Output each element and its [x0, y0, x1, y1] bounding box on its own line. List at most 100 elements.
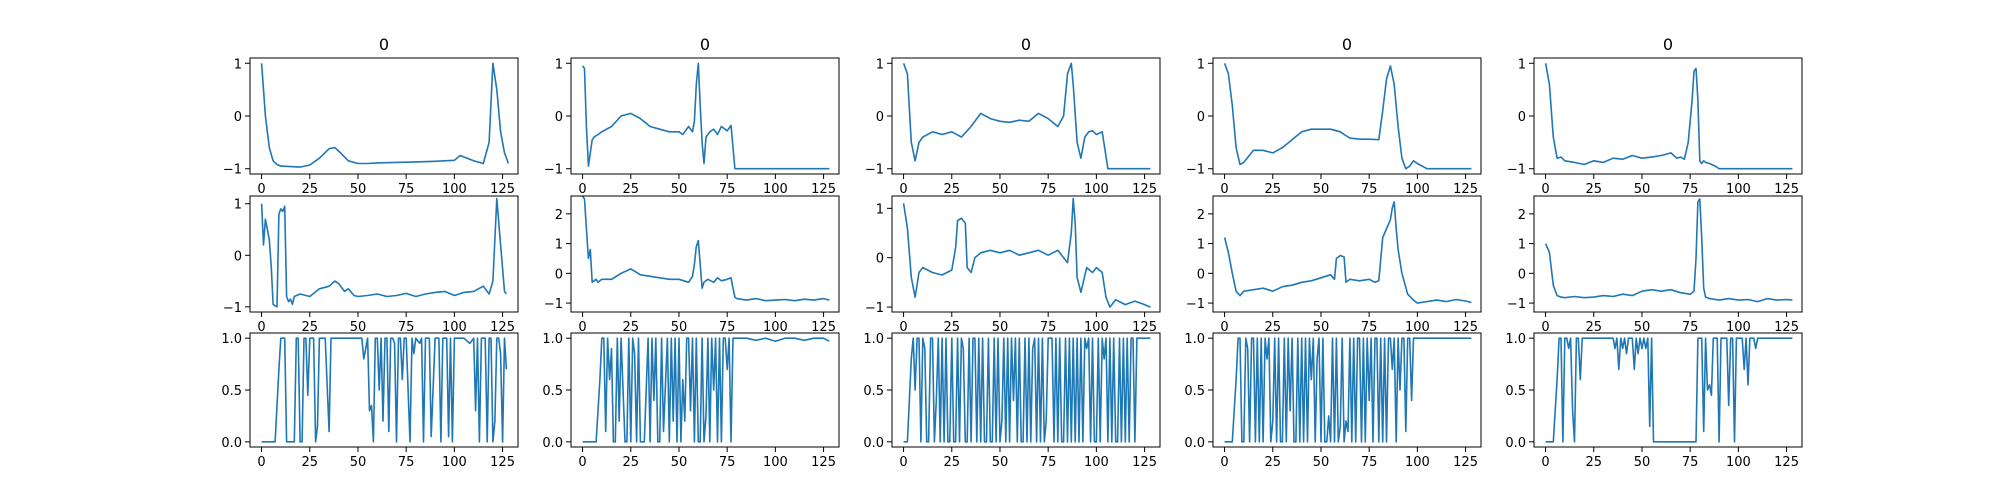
y-tick-label: 1.0	[1505, 332, 1526, 347]
x-tick-label: 125	[811, 455, 836, 470]
y-tick-label: −1	[544, 297, 563, 312]
x-tick-label: 25	[943, 182, 960, 197]
x-tick-label: 75	[1040, 320, 1057, 335]
x-tick-label: 0	[899, 455, 907, 470]
y-tick-label: 1.0	[863, 332, 884, 347]
series-line	[581, 62, 830, 170]
series-line	[260, 197, 508, 308]
y-tick-label: 0	[1518, 110, 1526, 125]
y-tick-label: 0	[234, 110, 242, 125]
y-tick-label: 2	[555, 208, 563, 223]
x-tick-label: 75	[1361, 320, 1378, 335]
series-line	[261, 337, 508, 443]
y-tick-label: 0	[876, 110, 884, 125]
axes-frame	[1212, 57, 1482, 175]
y-tick-label: −1	[1186, 297, 1205, 312]
x-tick-label: 50	[992, 455, 1009, 470]
y-tick-label: 1	[1197, 238, 1205, 253]
axes-frame	[891, 57, 1161, 175]
x-tick-label: 50	[1313, 182, 1330, 197]
axes-frame	[249, 332, 519, 448]
x-tick-label: 125	[1453, 455, 1478, 470]
x-tick-label: 125	[1774, 455, 1799, 470]
subplot-r2-c2: 0 25 50 75 100 125 −1 0 1 2	[544, 195, 840, 335]
y-tick-label: 0.0	[542, 436, 563, 451]
y-tick-label: 1	[876, 57, 884, 72]
series-line	[1223, 201, 1472, 304]
y-tick-label: 0.5	[863, 384, 884, 399]
y-tick-label: 0	[555, 110, 563, 125]
y-tick-label: −1	[223, 163, 242, 178]
y-tick-label: −1	[223, 301, 242, 316]
y-tick-label: 1	[1197, 57, 1205, 72]
x-tick-label: 0	[1541, 182, 1549, 197]
x-tick-label: 25	[622, 455, 639, 470]
x-tick-label: 25	[1264, 320, 1281, 335]
x-tick-label: 25	[301, 182, 318, 197]
x-tick-label: 125	[811, 320, 836, 335]
y-tick-label: 0	[555, 267, 563, 282]
x-tick-label: 50	[671, 320, 688, 335]
x-tick-label: 0	[257, 182, 265, 197]
x-tick-label: 0	[578, 320, 586, 335]
y-tick-label: 0	[1518, 267, 1526, 282]
x-tick-label: 100	[1726, 320, 1751, 335]
axes-frame	[1212, 332, 1482, 448]
y-tick-label: 1	[876, 202, 884, 217]
y-tick-label: 0.0	[1184, 436, 1205, 451]
series-line	[260, 62, 510, 168]
x-tick-label: 75	[398, 182, 415, 197]
x-tick-label: 100	[763, 320, 788, 335]
x-tick-label: 125	[490, 455, 515, 470]
y-tick-label: 0.5	[542, 384, 563, 399]
subplot-r2-c1: 0 25 50 75 100 125 −1 0 1	[223, 195, 519, 335]
subplot-r3-c2: 0 25 50 75 100 125 0.0 0.5 1.0	[542, 332, 840, 470]
y-tick-label: 1	[234, 57, 242, 72]
x-tick-label: 25	[301, 320, 318, 335]
x-tick-label: 100	[1084, 182, 1109, 197]
x-tick-label: 50	[992, 320, 1009, 335]
x-tick-label: 125	[490, 320, 515, 335]
x-tick-label: 25	[622, 182, 639, 197]
x-tick-label: 100	[1726, 182, 1751, 197]
y-tick-label: 0	[1197, 110, 1205, 125]
y-tick-label: −1	[1507, 297, 1526, 312]
subplot-title: 0	[700, 35, 710, 54]
series-line	[1544, 198, 1793, 303]
subplot-title: 0	[379, 35, 389, 54]
subplot-r1-c5: 0 0 25 50 75 100 125 −1 0 1	[1507, 35, 1803, 197]
x-tick-label: 125	[1774, 320, 1799, 335]
x-tick-label: 0	[899, 182, 907, 197]
x-tick-label: 125	[1132, 455, 1157, 470]
x-tick-label: 25	[1585, 182, 1602, 197]
x-tick-label: 75	[1682, 182, 1699, 197]
y-tick-label: 0.5	[1505, 384, 1526, 399]
x-tick-label: 0	[899, 320, 907, 335]
x-tick-label: 25	[943, 455, 960, 470]
x-tick-label: 75	[1361, 455, 1378, 470]
y-tick-label: 1	[234, 198, 242, 213]
y-tick-label: 0.0	[221, 436, 242, 451]
subplot-title: 0	[1663, 35, 1673, 54]
y-tick-label: 0.5	[221, 384, 242, 399]
y-tick-label: 2	[1518, 208, 1526, 223]
x-tick-label: 125	[490, 182, 515, 197]
subplot-title: 0	[1342, 35, 1352, 54]
series-line	[903, 337, 1151, 443]
subplot-r2-c5: 0 25 50 75 100 125 −1 0 1 2	[1507, 195, 1803, 335]
x-tick-label: 125	[1453, 320, 1478, 335]
y-tick-label: 0	[876, 252, 884, 267]
y-tick-label: 1.0	[221, 332, 242, 347]
x-tick-label: 75	[398, 320, 415, 335]
subplot-r1-c3: 0 0 25 50 75 100 125 −1 0 1	[865, 35, 1161, 197]
axes-frame	[249, 195, 519, 313]
x-tick-label: 0	[257, 455, 265, 470]
y-tick-label: 0	[1197, 267, 1205, 282]
series-line	[1544, 63, 1793, 170]
x-tick-label: 100	[1084, 455, 1109, 470]
x-tick-label: 25	[1264, 182, 1281, 197]
x-tick-label: 50	[350, 455, 367, 470]
x-tick-label: 50	[1634, 182, 1651, 197]
x-tick-label: 50	[350, 182, 367, 197]
axes-frame	[1533, 332, 1803, 448]
